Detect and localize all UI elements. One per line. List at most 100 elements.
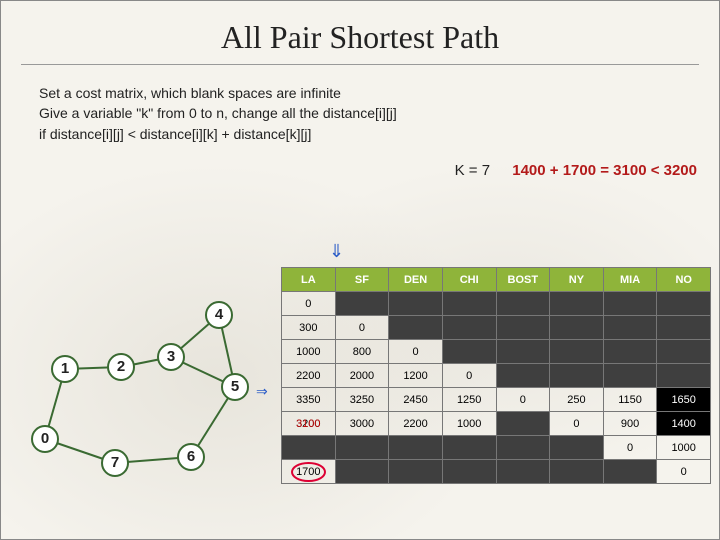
graph-node-0: 0: [31, 425, 59, 453]
cell-empty: [550, 436, 604, 460]
graph-diagram: 01234567: [29, 291, 254, 501]
col-la: LA: [282, 268, 336, 292]
graph-node-1: 1: [51, 355, 79, 383]
cell-empty: [442, 436, 496, 460]
cell: 2000: [335, 364, 389, 388]
cell-empty: [389, 316, 443, 340]
col-ny: NY: [550, 268, 604, 292]
arrow-right-icon: ⇒: [256, 383, 268, 400]
graph-node-7: 7: [101, 449, 129, 477]
cell-empty: [496, 316, 550, 340]
desc-line-3: if distance[i][j] < distance[i][k] + dis…: [39, 124, 719, 144]
cell-empty: [335, 292, 389, 316]
cell-empty: [442, 460, 496, 484]
cell: 2200: [389, 412, 443, 436]
desc-line-2: Give a variable "k" from 0 to n, change …: [39, 103, 719, 123]
cell-circled: 1700: [282, 460, 336, 484]
cell-empty: [442, 340, 496, 364]
cell-empty: [496, 412, 550, 436]
cell: 1000: [657, 436, 711, 460]
cell-empty: [496, 436, 550, 460]
page-title: All Pair Shortest Path: [1, 19, 719, 56]
table-row: 32003100 3000 2200 1000 0 900 1400: [282, 412, 711, 436]
table-row: 2200 2000 1200 0: [282, 364, 711, 388]
table-row: 1000 800 0: [282, 340, 711, 364]
cell: 1250: [442, 388, 496, 412]
cell: 900: [603, 412, 657, 436]
cell-empty: [442, 316, 496, 340]
cell: 2200: [282, 364, 336, 388]
cell: 1000: [442, 412, 496, 436]
cell-over: 3100: [296, 418, 320, 430]
cell: 3250: [335, 388, 389, 412]
table-header-row: LA SF DEN CHI BOST NY MIA NO: [282, 268, 711, 292]
table-row: 1700 0: [282, 460, 711, 484]
col-chi: CHI: [442, 268, 496, 292]
cell-empty: [550, 292, 604, 316]
cell: 3350: [282, 388, 336, 412]
cell: 250: [550, 388, 604, 412]
col-mia: MIA: [603, 268, 657, 292]
cell: 1000: [282, 340, 336, 364]
table-row: 0: [282, 292, 711, 316]
cell-empty: [603, 316, 657, 340]
cell-empty: [335, 436, 389, 460]
cell: 0: [335, 316, 389, 340]
cell: 0: [389, 340, 443, 364]
cell-empty: [389, 292, 443, 316]
cell: 0: [442, 364, 496, 388]
cell-empty: [550, 364, 604, 388]
col-den: DEN: [389, 268, 443, 292]
cell-empty: [442, 292, 496, 316]
col-sf: SF: [335, 268, 389, 292]
k-equation-line: K = 7 1400 + 1700 = 3100 < 3200: [1, 162, 697, 179]
table-row: 300 0: [282, 316, 711, 340]
cell: 1150: [603, 388, 657, 412]
cell-empty: [496, 460, 550, 484]
cell: 300: [282, 316, 336, 340]
cell-empty: [657, 340, 711, 364]
circled-value: 1700: [291, 462, 325, 482]
cell-overlay: 32003100: [282, 412, 336, 436]
cell: 800: [335, 340, 389, 364]
cell-empty: [657, 364, 711, 388]
cell-empty: [603, 340, 657, 364]
graph-node-4: 4: [205, 301, 233, 329]
cell-empty: [335, 460, 389, 484]
k-comparison: 1400 + 1700 = 3100 < 3200: [512, 162, 697, 179]
arrow-down-icon: ⇓: [329, 241, 344, 262]
col-bost: BOST: [496, 268, 550, 292]
graph-node-2: 2: [107, 353, 135, 381]
cell-empty: [496, 364, 550, 388]
col-no: NO: [657, 268, 711, 292]
cell-empty: [603, 292, 657, 316]
cell: 0: [603, 436, 657, 460]
cell-empty: [496, 340, 550, 364]
cell-empty: [389, 460, 443, 484]
description: Set a cost matrix, which blank spaces ar…: [39, 83, 719, 144]
cell-empty: [657, 316, 711, 340]
table-body: 0 300 0 1000 800: [282, 292, 711, 484]
cell-empty: [550, 316, 604, 340]
cost-matrix-table: LA SF DEN CHI BOST NY MIA NO 0 300 0: [281, 267, 711, 484]
cell: 0: [657, 460, 711, 484]
cell-black: 1650: [657, 388, 711, 412]
k-value: K = 7: [455, 162, 490, 179]
cell-empty: [389, 436, 443, 460]
cell-empty: [550, 460, 604, 484]
cell: 0: [550, 412, 604, 436]
cell-empty: [550, 340, 604, 364]
cell: 2450: [389, 388, 443, 412]
cell: 3000: [335, 412, 389, 436]
cell: 1200: [389, 364, 443, 388]
cell-empty: [496, 292, 550, 316]
cell: 0: [496, 388, 550, 412]
table-row: 0 1000: [282, 436, 711, 460]
graph-node-3: 3: [157, 343, 185, 371]
graph-node-5: 5: [221, 373, 249, 401]
cell: 0: [282, 292, 336, 316]
divider: [21, 64, 699, 65]
cell-empty: [603, 364, 657, 388]
cell-empty: [657, 292, 711, 316]
cell-empty: [603, 460, 657, 484]
